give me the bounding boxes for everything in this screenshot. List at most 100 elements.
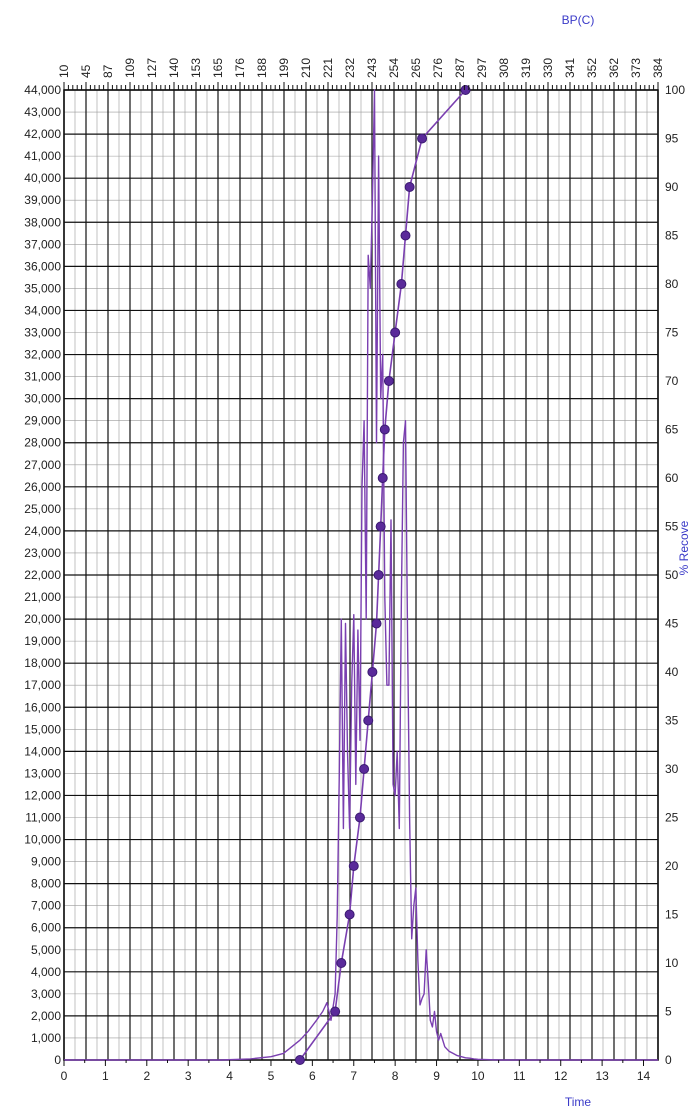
right-axis-tick-label: 10 bbox=[665, 956, 679, 970]
right-axis-tick-label: 90 bbox=[665, 180, 679, 194]
recovery-data-point bbox=[348, 861, 359, 871]
x-axis-tick-label: 4 bbox=[226, 1069, 233, 1083]
y-axis-tick-label: 33,000 bbox=[24, 326, 61, 340]
y-axis-tick-label: 22,000 bbox=[24, 568, 61, 582]
recovery-data-point bbox=[379, 424, 390, 435]
y-axis-tick-label: 38,000 bbox=[24, 215, 61, 229]
y-axis-tick-label: 27,000 bbox=[24, 458, 61, 472]
top-axis-tick-label: 308 bbox=[497, 58, 511, 78]
top-axis-tick-label: 188 bbox=[255, 58, 269, 78]
y-axis-tick-label: 16,000 bbox=[24, 700, 61, 714]
x-axis-tick-label: 10 bbox=[471, 1069, 485, 1083]
x-axis-tick-label: 12 bbox=[554, 1069, 568, 1083]
y-axis-tick-label: 9,000 bbox=[31, 855, 61, 869]
y-axis-tick-label: 25,000 bbox=[24, 502, 61, 516]
x-axis-tick-label: 5 bbox=[268, 1069, 275, 1083]
top-axis-tick-label: 297 bbox=[475, 58, 489, 78]
top-axis-tick-label: 140 bbox=[167, 58, 181, 78]
x-axis-tick-label: 2 bbox=[143, 1069, 150, 1083]
right-axis-tick-label: 95 bbox=[665, 132, 679, 146]
recovery-data-point bbox=[371, 618, 382, 629]
right-axis-tick-label: 35 bbox=[665, 714, 679, 728]
y-axis-ticks: 0 1,000 2,000 3,000 4,000 5,000 6,000 7,000 8,00… bbox=[24, 83, 61, 1067]
right-axis-tick-label: 45 bbox=[665, 617, 679, 631]
top-axis-tick-label: 352 bbox=[585, 58, 599, 78]
y-axis-tick-label: 26,000 bbox=[24, 480, 61, 494]
y-axis-tick-label: 14,000 bbox=[24, 744, 61, 758]
recovery-data-point bbox=[294, 1055, 305, 1065]
x-axis-tick-label: 14 bbox=[637, 1069, 651, 1083]
right-axis-tick-label: 30 bbox=[665, 762, 679, 776]
y-axis-tick-label: 44,000 bbox=[24, 83, 61, 97]
x-axis-tick-label: 6 bbox=[309, 1069, 316, 1083]
recovery-data-point bbox=[460, 85, 471, 95]
right-axis-tick-label: 55 bbox=[665, 520, 679, 534]
top-axis-tick-label: 109 bbox=[123, 58, 137, 78]
recovery-data-point bbox=[367, 667, 378, 677]
top-axis-tick-label: 221 bbox=[321, 58, 335, 78]
top-axis-tick-label: 341 bbox=[563, 58, 577, 78]
x-axis-tick-label: 8 bbox=[392, 1069, 399, 1083]
top-axis-tick-label: 384 bbox=[651, 58, 665, 78]
top-axis-tick-label: 176 bbox=[233, 58, 247, 78]
right-axis-tick-label: 5 bbox=[665, 1005, 672, 1019]
recovery-data-point bbox=[336, 958, 347, 968]
y-axis-tick-label: 32,000 bbox=[24, 348, 61, 362]
recovery-data-point bbox=[363, 715, 374, 726]
y-axis-tick-label: 2,000 bbox=[31, 1009, 61, 1023]
y-axis-tick-label: 36,000 bbox=[24, 259, 61, 273]
top-axis-tick-label: 373 bbox=[629, 58, 643, 78]
recovery-data-point bbox=[373, 570, 384, 580]
top-axis-tick-label: 232 bbox=[343, 58, 357, 78]
recovery-data-point bbox=[396, 279, 407, 289]
top-axis-ticks: 10 45 87 109 127 140 153 165 176 188 199 210 221 232 2… bbox=[57, 58, 665, 90]
y-axis-tick-label: 42,000 bbox=[24, 127, 61, 141]
y-axis-tick-label: 12,000 bbox=[24, 788, 61, 802]
y-axis-tick-label: 28,000 bbox=[24, 436, 61, 450]
top-axis-tick-label: 330 bbox=[541, 58, 555, 78]
right-axis-tick-label: 75 bbox=[665, 326, 679, 340]
y-axis-tick-label: 6,000 bbox=[31, 921, 61, 935]
recovery-data-point bbox=[354, 812, 365, 823]
intensity-trace-line bbox=[64, 89, 658, 1061]
x-axis-tick-label: 11 bbox=[513, 1069, 526, 1083]
top-axis-tick-label: 319 bbox=[519, 58, 533, 78]
y-axis-tick-label: 7,000 bbox=[31, 899, 61, 913]
y-axis-tick-label: 10,000 bbox=[24, 833, 61, 847]
y-axis-tick-label: 39,000 bbox=[24, 193, 61, 207]
plot-border bbox=[63, 89, 659, 1061]
recovery-data-point bbox=[400, 230, 411, 241]
right-axis-tick-label: 40 bbox=[665, 665, 679, 679]
right-axis-tick-label: 50 bbox=[665, 568, 679, 582]
top-axis-tick-label: 287 bbox=[453, 58, 467, 78]
y-axis-tick-label: 19,000 bbox=[24, 634, 61, 648]
y-axis-tick-label: 1,000 bbox=[31, 1031, 61, 1045]
right-axis-ticks: 0 5 10 15 20 25 30 35 40 45 50 55 60 65 70 75 80 85 90 95 10… bbox=[665, 83, 685, 1067]
right-axis-tick-label: 85 bbox=[665, 229, 679, 243]
right-axis-tick-label: 65 bbox=[665, 423, 679, 437]
x-axis-title: Time bbox=[565, 1095, 592, 1109]
y-axis-tick-label: 41,000 bbox=[24, 149, 61, 163]
top-axis-tick-label: 165 bbox=[211, 58, 225, 78]
right-axis-tick-label: 80 bbox=[665, 277, 679, 291]
y-axis-tick-label: 0 bbox=[54, 1053, 61, 1067]
recovery-data-point bbox=[359, 764, 370, 774]
right-axis-tick-label: 15 bbox=[665, 908, 679, 922]
top-axis-tick-label: 210 bbox=[299, 58, 313, 78]
y-axis-tick-label: 4,000 bbox=[31, 965, 61, 979]
x-axis-tick-label: 7 bbox=[350, 1069, 357, 1083]
y-axis-tick-label: 34,000 bbox=[24, 303, 61, 317]
recovery-data-point bbox=[390, 327, 401, 338]
x-axis-tick-label: 13 bbox=[595, 1069, 609, 1083]
marker-layer bbox=[294, 85, 471, 1065]
y-axis-tick-label: 20,000 bbox=[24, 612, 61, 626]
plot-frame bbox=[63, 89, 659, 1061]
top-axis-tick-label: 276 bbox=[431, 58, 445, 78]
y-axis-tick-label: 30,000 bbox=[24, 392, 61, 406]
x-axis-ticks: 0 1 2 3 4 5 6 7 8 9 10 11 12 13 14 bbox=[61, 1060, 651, 1083]
x-axis-tick-label: 1 bbox=[102, 1069, 109, 1083]
right-axis-tick-label: 60 bbox=[665, 471, 679, 485]
top-axis-tick-label: 362 bbox=[607, 58, 621, 78]
